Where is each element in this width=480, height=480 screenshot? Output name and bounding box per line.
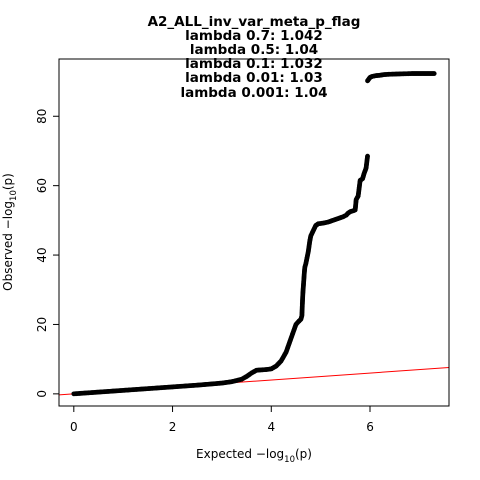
x-tick-label: 6 (366, 420, 374, 434)
chart-title: A2_ALL_inv_var_meta_p_flag lambda 0.7: 1… (148, 14, 361, 101)
y-axis-label-suffix: (p) (1, 173, 15, 190)
x-axis-label-prefix: Expected −log (196, 447, 284, 461)
data-point (431, 71, 437, 76)
data-point (365, 153, 370, 159)
y-axis-label-prefix: Observed −log (1, 201, 15, 291)
title-line-2: lambda 0.7: 1.042 (185, 28, 323, 44)
data-points-layer (71, 71, 437, 397)
title-line-6: lambda 0.001: 1.04 (180, 85, 327, 101)
y-axis-label-subscript: 10 (9, 190, 19, 201)
title-line-4: lambda 0.1: 1.032 (185, 56, 323, 72)
x-axis-label-suffix: (p) (295, 447, 312, 461)
x-tick-label: 2 (169, 420, 177, 434)
x-tick-label: 0 (70, 420, 78, 434)
y-axis: 0 20 40 60 80 (35, 109, 60, 398)
y-tick-label: 0 (35, 390, 49, 398)
y-tick-label: 60 (35, 178, 49, 193)
x-axis-label: Expected −log10(p) (196, 447, 312, 465)
x-axis: 0 2 4 6 (70, 405, 374, 434)
x-axis-label-subscript: 10 (284, 455, 295, 465)
x-tick-label: 4 (267, 420, 275, 434)
title-line-3: lambda 0.5: 1.04 (190, 42, 318, 58)
y-tick-label: 80 (35, 109, 49, 124)
title-line-5: lambda 0.01: 1.03 (185, 70, 323, 86)
y-axis-label: Observed −log10(p) (1, 173, 19, 291)
y-tick-label: 40 (35, 247, 49, 262)
title-line-1: A2_ALL_inv_var_meta_p_flag (148, 14, 361, 30)
y-tick-label: 20 (35, 317, 49, 332)
